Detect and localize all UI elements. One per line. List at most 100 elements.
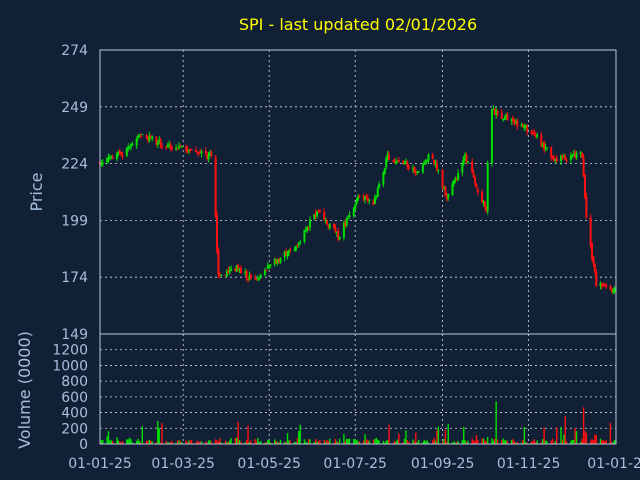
candle-body bbox=[129, 147, 131, 148]
candle-body bbox=[289, 249, 291, 250]
candle-body bbox=[237, 265, 239, 270]
candle-body bbox=[475, 184, 477, 188]
candle-body bbox=[171, 147, 173, 149]
candle-body bbox=[506, 114, 508, 120]
candle-body bbox=[592, 257, 594, 263]
candle-body bbox=[316, 212, 318, 217]
candle-body bbox=[427, 155, 429, 161]
candle-body bbox=[140, 136, 142, 137]
candle-body bbox=[319, 210, 321, 212]
candle-body bbox=[377, 188, 379, 196]
candle-body bbox=[120, 152, 122, 154]
price-grid bbox=[100, 50, 616, 334]
candle-body bbox=[474, 177, 476, 183]
candle-body bbox=[487, 163, 489, 211]
candle-body bbox=[349, 215, 351, 217]
candle-body bbox=[591, 244, 593, 258]
candle-body bbox=[141, 134, 143, 135]
candle-body bbox=[305, 230, 307, 231]
candle-body bbox=[260, 275, 262, 276]
price-panel-frame bbox=[100, 50, 616, 334]
candle-body bbox=[258, 278, 260, 279]
volume-y-ticks: 020040060080010001200 bbox=[52, 343, 88, 453]
candle-body bbox=[230, 269, 232, 271]
candle-body bbox=[536, 135, 538, 137]
candle-body bbox=[217, 250, 219, 276]
candle-body bbox=[513, 120, 515, 122]
candle-body bbox=[444, 187, 446, 197]
candle-body bbox=[265, 270, 267, 271]
candle-body bbox=[354, 205, 356, 210]
candle-body bbox=[497, 111, 499, 114]
candle-body bbox=[425, 161, 427, 163]
candle-body bbox=[329, 224, 331, 227]
candle-body bbox=[167, 146, 169, 148]
candle-body bbox=[309, 219, 311, 227]
candle-body bbox=[566, 160, 568, 161]
volume-panel-frame bbox=[100, 334, 616, 444]
candle-body bbox=[334, 228, 336, 232]
candle-body bbox=[491, 109, 493, 163]
candle-body bbox=[533, 133, 535, 134]
candle-body bbox=[161, 146, 163, 147]
candle-body bbox=[250, 275, 252, 279]
candle-body bbox=[151, 136, 153, 138]
volume-tick-label: 200 bbox=[61, 421, 88, 437]
candle-body bbox=[299, 242, 301, 243]
candle-body bbox=[436, 164, 438, 170]
candle-body bbox=[382, 173, 384, 185]
volume-tick-label: 600 bbox=[61, 390, 88, 406]
candle-body bbox=[136, 139, 138, 146]
price-tick-label: 174 bbox=[61, 270, 88, 286]
candle-body bbox=[461, 164, 463, 173]
candle-body bbox=[413, 167, 415, 172]
candle-body bbox=[595, 272, 597, 287]
candle-body bbox=[432, 155, 434, 159]
candle-body bbox=[240, 268, 242, 273]
candle-body bbox=[195, 150, 197, 152]
candle-body bbox=[604, 283, 606, 284]
candle-body bbox=[526, 127, 528, 132]
volume-grid bbox=[100, 334, 616, 444]
candle-body bbox=[442, 170, 444, 188]
candle-body bbox=[408, 166, 410, 169]
x-axis-ticks: 01-01-25 01-03-25 01-05-25 01-07-25 01-09-25… bbox=[68, 456, 640, 472]
candle-body bbox=[201, 151, 203, 153]
candle-body bbox=[116, 154, 118, 159]
x-tick-label: 01-11-25 bbox=[497, 456, 561, 472]
price-tick-label: 249 bbox=[61, 100, 88, 116]
candle-body bbox=[181, 147, 183, 148]
candle-body bbox=[525, 125, 527, 126]
candle-body bbox=[585, 197, 587, 218]
candle-body bbox=[323, 212, 325, 219]
candle-body bbox=[126, 148, 128, 156]
candle-body bbox=[160, 140, 162, 145]
candle-body bbox=[556, 158, 558, 161]
candle-body bbox=[447, 194, 449, 198]
candle-body bbox=[437, 170, 439, 171]
candle-body bbox=[564, 156, 566, 160]
price-candles bbox=[99, 105, 616, 294]
candle-body bbox=[102, 163, 104, 164]
candle-body bbox=[423, 163, 425, 165]
candle-body bbox=[326, 221, 328, 225]
candle-body bbox=[609, 287, 611, 289]
candle-body bbox=[191, 150, 193, 151]
candle-body bbox=[122, 155, 124, 156]
candle-body bbox=[303, 230, 305, 242]
candle-body bbox=[584, 174, 586, 198]
volume-tick-label: 0 bbox=[79, 437, 88, 453]
candle-body bbox=[112, 157, 114, 158]
price-tick-label: 224 bbox=[61, 157, 88, 173]
candle-body bbox=[385, 158, 387, 167]
volume-bars bbox=[100, 401, 615, 444]
x-tick-label: 01-07-25 bbox=[323, 456, 387, 472]
candle-body bbox=[422, 164, 424, 173]
candle-body bbox=[552, 156, 554, 157]
candle-body bbox=[457, 173, 459, 180]
candle-body bbox=[220, 275, 222, 276]
candle-body bbox=[576, 153, 578, 157]
candle-body bbox=[279, 258, 281, 262]
candle-body bbox=[406, 162, 408, 166]
candle-body bbox=[288, 250, 290, 253]
